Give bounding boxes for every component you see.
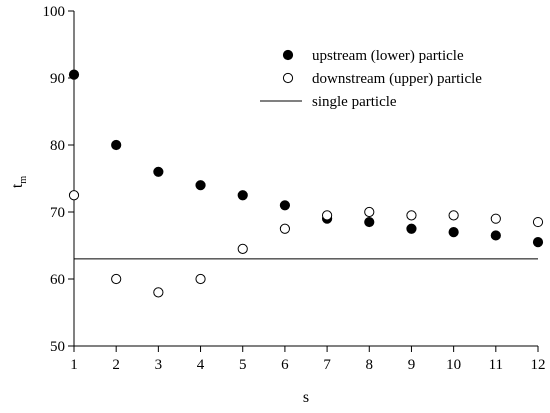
downstream-point	[195, 273, 206, 285]
x-tick-label: 4	[197, 357, 205, 373]
axes	[73, 11, 538, 347]
upstream-point	[364, 216, 375, 228]
x-tick-label: 7	[323, 357, 331, 373]
downstream-point	[490, 213, 501, 224]
x-axis-label: s	[303, 389, 309, 406]
downstream-point	[321, 210, 333, 221]
legend-label: downstream (upper) particle	[312, 71, 482, 87]
downstream-point	[237, 243, 248, 254]
y-tick-label: 80	[50, 138, 65, 154]
data-series	[68, 69, 544, 298]
downstream-point	[406, 210, 417, 221]
upstream-point	[111, 139, 122, 151]
y-tick-label: 60	[50, 272, 65, 288]
x-tick-label: 1	[70, 357, 78, 373]
y-axis-label-main: t	[9, 183, 26, 188]
x-tick-label: 3	[155, 357, 163, 373]
y-tick-label: 50	[50, 339, 65, 355]
legend-label: upstream (lower) particle	[312, 48, 464, 64]
downstream-point	[532, 216, 544, 228]
x-tick-label: 11	[489, 357, 503, 373]
downstream-point	[68, 190, 80, 201]
upstream-point	[68, 69, 80, 80]
downstream-point	[153, 287, 164, 298]
y-tick-label: 100	[43, 4, 66, 20]
upstream-point	[237, 190, 248, 201]
legend-marker-swatch	[282, 72, 294, 84]
upstream-point	[153, 166, 164, 177]
y-tick-label: 90	[50, 71, 65, 87]
x-tick-label: 5	[239, 357, 247, 373]
x-tick-label: 12	[531, 357, 546, 373]
upstream-point	[448, 227, 459, 238]
x-tick-label: 10	[446, 357, 461, 373]
y-axis-label: tm	[9, 176, 29, 188]
legend-marker-swatch	[282, 49, 294, 61]
x-tick-label: 6	[281, 357, 289, 373]
downstream-point	[364, 206, 375, 218]
y-tick-label: 70	[50, 205, 65, 221]
upstream-point	[406, 223, 417, 234]
x-tick-label: 8	[366, 357, 374, 373]
upstream-point	[195, 180, 206, 191]
x-tick-label: 9	[408, 357, 416, 373]
upstream-point	[532, 237, 544, 248]
downstream-point	[448, 210, 459, 221]
legend-label: single particle	[312, 94, 397, 110]
y-axis-label-subscript: m	[18, 176, 29, 184]
x-tick-label: 2	[112, 357, 120, 373]
upstream-point	[279, 200, 291, 211]
downstream-point	[279, 223, 291, 234]
upstream-point	[490, 230, 501, 241]
legend: upstream (lower) particle downstream (upp…	[260, 48, 482, 110]
downstream-point	[111, 273, 122, 285]
